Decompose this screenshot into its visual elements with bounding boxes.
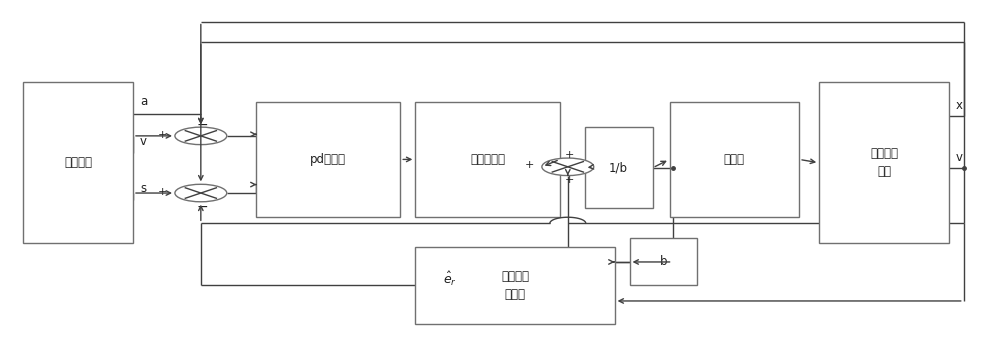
Text: +: + bbox=[565, 175, 574, 185]
Text: +: + bbox=[158, 187, 168, 197]
Text: pd控制器: pd控制器 bbox=[310, 153, 346, 166]
Bar bbox=[415, 102, 560, 217]
Text: 运动规划: 运动规划 bbox=[64, 156, 92, 169]
Text: v: v bbox=[956, 152, 963, 164]
Text: x: x bbox=[956, 99, 963, 112]
Text: 驱动器: 驱动器 bbox=[724, 153, 745, 166]
Text: a: a bbox=[140, 95, 147, 108]
Bar bbox=[819, 82, 949, 243]
Text: +: + bbox=[565, 151, 574, 160]
Text: s: s bbox=[140, 182, 146, 195]
Circle shape bbox=[542, 158, 594, 176]
Text: +: + bbox=[158, 129, 168, 140]
Text: 扩张状态
观测器: 扩张状态 观测器 bbox=[501, 270, 529, 301]
Bar bbox=[670, 102, 799, 217]
Circle shape bbox=[175, 127, 227, 145]
Bar bbox=[23, 82, 133, 243]
Text: 1/b: 1/b bbox=[609, 161, 628, 174]
Text: −: − bbox=[197, 199, 209, 214]
Text: 陷波滤波器: 陷波滤波器 bbox=[470, 153, 505, 166]
Text: b: b bbox=[660, 256, 667, 268]
Text: 刚柔耦合
平台: 刚柔耦合 平台 bbox=[870, 147, 898, 178]
Bar bbox=[585, 127, 653, 208]
Bar bbox=[256, 102, 400, 217]
Circle shape bbox=[175, 184, 227, 202]
Bar bbox=[630, 238, 697, 285]
Text: v: v bbox=[140, 135, 147, 148]
Text: $\hat{e}_r$: $\hat{e}_r$ bbox=[443, 270, 457, 288]
Text: −: − bbox=[197, 117, 209, 132]
Text: +: + bbox=[525, 160, 535, 171]
Bar bbox=[415, 247, 615, 324]
